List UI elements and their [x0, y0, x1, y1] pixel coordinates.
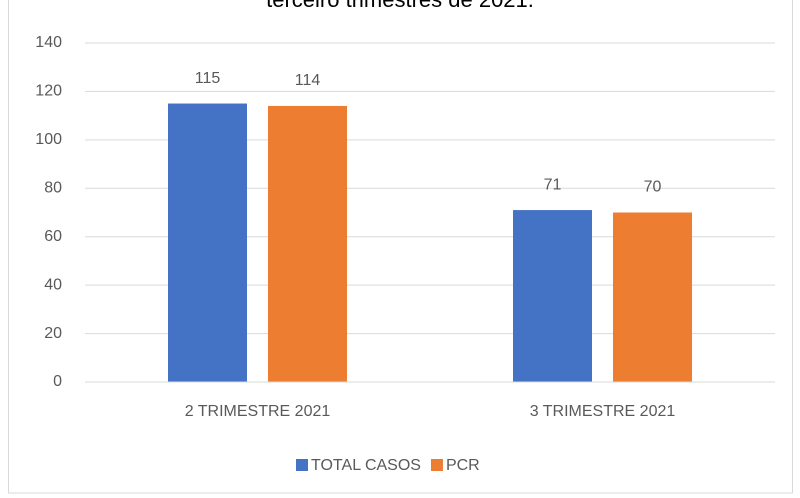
- y-tick-label: 40: [44, 276, 62, 293]
- x-tick-label: 2 TRIMESTRE 2021: [185, 403, 331, 420]
- y-tick-label: 20: [44, 325, 62, 342]
- y-tick-label: 0: [53, 373, 62, 390]
- legend-label: TOTAL CASOS: [311, 457, 421, 474]
- y-tick-label: 140: [35, 34, 62, 51]
- bar: [168, 103, 247, 383]
- legend-swatch: [296, 459, 308, 471]
- data-label: 71: [544, 176, 562, 193]
- bar: [513, 210, 592, 382]
- y-tick-label: 80: [44, 180, 62, 197]
- data-label: 115: [195, 70, 221, 87]
- data-label: 70: [644, 179, 662, 196]
- data-label: 114: [295, 72, 321, 89]
- chart-title: terceiro trimestres de 2021.: [266, 0, 534, 12]
- legend-swatch: [430, 459, 443, 471]
- legend-label: PCR: [446, 457, 480, 474]
- y-tick-label: 60: [44, 228, 62, 245]
- y-tick-label: 100: [35, 131, 62, 148]
- bar: [613, 212, 692, 382]
- x-tick-label: 3 TRIMESTRE 2021: [530, 403, 676, 420]
- bar: [268, 105, 347, 382]
- y-tick-label: 120: [35, 83, 62, 100]
